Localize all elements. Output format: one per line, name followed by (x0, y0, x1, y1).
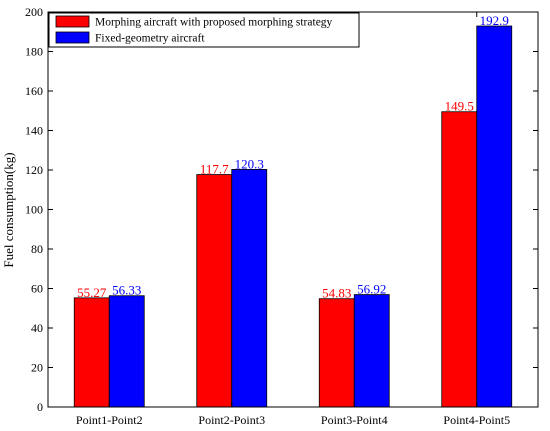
y-tick-label: 180 (25, 45, 43, 59)
data-label-morphing-4: 149.5 (445, 99, 474, 114)
legend-swatch-fixed (55, 31, 90, 44)
data-label-morphing-3: 54.83 (322, 286, 351, 301)
data-label-fixed-1: 56.33 (112, 283, 141, 298)
y-tick-label: 160 (25, 84, 43, 98)
y-axis-label: Fuel consumption(kg) (1, 152, 16, 267)
y-tick-label: 20 (31, 361, 43, 375)
y-tick-label: 100 (25, 203, 43, 217)
legend-label-morphing: Morphing aircraft with proposed morphing… (95, 17, 333, 29)
y-ticks-group: 0 20 40 60 80 100 120 140 160 180 200 (25, 5, 538, 414)
x-ticks-group: Point1-Point2 Point2-Point3 Point3-Point4 P… (76, 12, 510, 427)
bar-morphing-1 (73, 297, 110, 408)
legend: Morphing aircraft with proposed morphing… (48, 12, 360, 48)
bar-morphing-4 (441, 111, 478, 408)
x-tick-label: Point4-Point5 (443, 413, 510, 427)
data-labels-group: 55.27 117.7 54.83 149.5 56.33 120.3 56.92 192.9 (77, 13, 509, 301)
bar-fixed-3 (353, 294, 390, 408)
data-label-fixed-2: 120.3 (235, 156, 264, 171)
legend-swatch-morphing (55, 15, 90, 28)
y-tick-label: 80 (31, 242, 43, 256)
bar-fixed-1 (108, 295, 145, 408)
legend-box (48, 12, 360, 48)
bars-group (73, 25, 513, 408)
x-tick-label: Point1-Point2 (76, 413, 143, 427)
y-tick-label: 200 (25, 5, 43, 19)
data-label-fixed-3: 56.92 (357, 282, 386, 297)
bar-fixed-2 (231, 169, 268, 408)
y-tick-label: 0 (37, 400, 43, 414)
data-label-morphing-2: 117.7 (200, 162, 229, 177)
bar-fixed-4 (476, 25, 513, 408)
bar-morphing-3 (318, 298, 355, 408)
y-tick-label: 120 (25, 163, 43, 177)
data-label-fixed-4: 192.9 (480, 13, 509, 28)
legend-label-fixed: Fixed-geometry aircraft (95, 33, 205, 45)
y-tick-label: 40 (31, 321, 43, 335)
y-tick-label: 60 (31, 282, 43, 296)
bar-morphing-2 (196, 174, 233, 408)
y-tick-label: 140 (25, 124, 43, 138)
x-tick-label: Point3-Point4 (321, 413, 388, 427)
data-label-morphing-1: 55.27 (77, 285, 107, 300)
x-tick-label: Point2-Point3 (198, 413, 265, 427)
